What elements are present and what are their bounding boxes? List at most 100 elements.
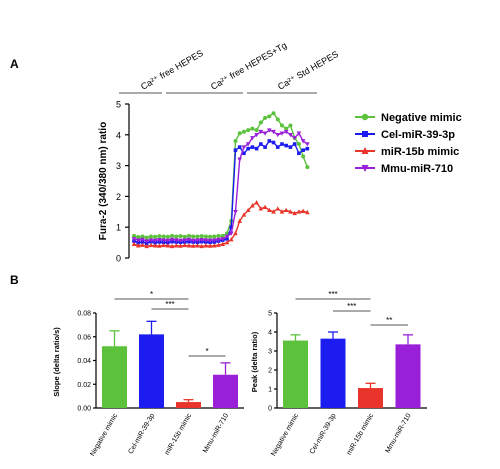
series-group <box>131 111 310 249</box>
data-point <box>237 157 243 162</box>
data-point <box>267 207 272 213</box>
data-point <box>178 238 183 243</box>
legend-item: miR-15b mimic <box>355 146 459 158</box>
data-point <box>148 238 154 243</box>
data-point <box>267 128 272 133</box>
data-point <box>241 145 247 150</box>
data-point <box>199 243 204 249</box>
significance-label: * <box>205 347 208 356</box>
data-point <box>144 235 149 240</box>
data-point <box>280 142 284 146</box>
y-tick-label: 4 <box>268 330 272 337</box>
data-point <box>161 234 166 239</box>
data-point <box>305 146 310 151</box>
data-point <box>228 237 234 242</box>
significance-label: * <box>150 290 153 299</box>
data-point <box>148 242 154 248</box>
data-point <box>195 234 200 239</box>
data-point <box>254 128 259 133</box>
data-point <box>250 136 255 141</box>
bar <box>176 402 201 408</box>
legend-item: Negative mimic <box>355 112 462 124</box>
series-line <box>133 140 308 244</box>
legend-label: miR-15b mimic <box>381 146 459 158</box>
y-tick-label: 3 <box>268 349 272 356</box>
data-point <box>279 131 285 136</box>
data-point <box>271 140 276 145</box>
y-tick-label: 0 <box>116 254 121 264</box>
y-tick-label: 3 <box>116 161 121 171</box>
legend-item: Mmu-miR-710 <box>355 163 453 175</box>
data-point <box>233 210 238 215</box>
data-point <box>271 129 276 135</box>
y-tick-label: 5 <box>268 311 272 318</box>
data-point <box>262 204 268 209</box>
data-point <box>263 115 268 120</box>
data-point <box>220 241 226 246</box>
y-ticks: 0 1 2 3 4 5 <box>116 100 129 264</box>
data-point <box>292 142 297 146</box>
data-point <box>157 243 162 248</box>
x-tick-label: Mmu-miR-710 <box>202 412 230 454</box>
x-tick-label: miR-15b mimic <box>346 412 376 456</box>
data-point <box>292 136 297 141</box>
data-point <box>199 234 204 239</box>
data-point <box>237 218 243 223</box>
data-point <box>296 142 301 147</box>
data-point <box>259 142 263 146</box>
data-point <box>233 138 238 143</box>
data-point <box>292 210 297 216</box>
data-point <box>224 234 230 239</box>
data-point <box>300 208 306 213</box>
data-point <box>190 243 196 248</box>
bar <box>358 388 383 408</box>
y-axis-label: Slope (delta ratio/s) <box>52 327 61 397</box>
data-point <box>245 142 251 147</box>
legend-marker <box>361 147 369 154</box>
legend: Negative mimic Cel-miR-39-3p miR-15b mimic… <box>355 112 462 175</box>
data-point <box>186 243 192 248</box>
data-point <box>152 243 158 248</box>
data-point <box>207 243 213 248</box>
data-point <box>169 237 175 243</box>
series-mmu-mir-710 <box>131 128 310 244</box>
y-tick-label: 1 <box>116 223 121 233</box>
data-point <box>258 120 263 125</box>
data-point <box>220 233 225 238</box>
y-tick-label: 5 <box>116 100 121 110</box>
y-axis-label: Fura-2 (340/380 nm) ratio <box>98 122 109 240</box>
y-tick-label: 2 <box>268 368 272 375</box>
series-mir-15b-mimic <box>131 200 310 249</box>
data-point <box>296 209 302 214</box>
condition-label: Ca²⁺ Std HEPES <box>276 49 340 92</box>
data-point <box>284 143 289 148</box>
data-point <box>173 238 179 243</box>
significance-label: *** <box>165 300 174 309</box>
data-point <box>258 129 264 135</box>
data-point <box>170 233 175 238</box>
bar <box>139 334 164 408</box>
data-point <box>165 238 171 243</box>
data-point <box>301 154 306 159</box>
bar <box>213 374 238 408</box>
data-point <box>195 243 200 248</box>
data-point <box>245 207 251 213</box>
data-point <box>275 133 281 138</box>
data-point <box>191 234 196 239</box>
series-line <box>133 129 308 242</box>
data-point <box>305 165 310 170</box>
bar <box>283 340 308 408</box>
data-point <box>144 243 149 249</box>
data-point <box>135 243 141 248</box>
y-tick-label: 4 <box>116 130 121 140</box>
data-point <box>182 234 187 239</box>
data-point <box>212 234 217 239</box>
data-point <box>228 231 234 236</box>
data-point <box>275 145 280 149</box>
data-point <box>161 238 166 243</box>
y-tick-label: 0.06 <box>77 334 91 341</box>
legend-label: Mmu-miR-710 <box>381 163 453 175</box>
x-tick-label: Mmu-miR-710 <box>384 412 412 454</box>
series-negative-mimic <box>132 111 310 240</box>
data-point <box>216 242 221 247</box>
